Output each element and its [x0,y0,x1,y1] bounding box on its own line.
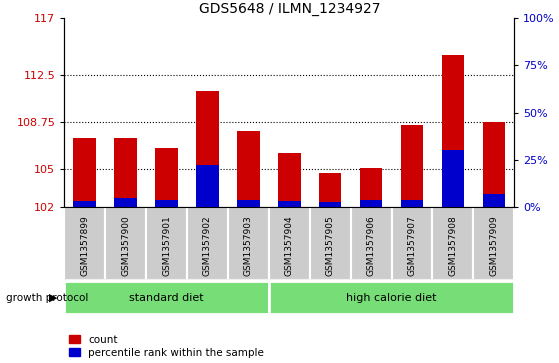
Text: standard diet: standard diet [129,293,204,303]
Bar [360,200,382,207]
Bar [278,201,301,207]
Legend: count, percentile rank within the sample: count, percentile rank within the sample [69,335,264,358]
Title: GDS5648 / ILMN_1234927: GDS5648 / ILMN_1234927 [198,2,380,16]
Bar [319,173,342,207]
Text: growth protocol: growth protocol [6,293,88,303]
Bar [64,207,105,280]
Bar [155,200,178,207]
Bar [391,207,433,280]
Bar [73,201,96,207]
Bar [237,200,259,207]
Bar [319,202,342,207]
Bar [401,200,423,207]
Bar [401,125,423,207]
Bar [228,207,269,280]
Text: GSM1357904: GSM1357904 [285,216,294,276]
Bar [187,207,228,280]
Text: high calorie diet: high calorie diet [347,293,437,303]
Text: ▶: ▶ [49,293,58,303]
Bar [64,281,269,314]
Bar [269,281,514,314]
Text: GSM1357903: GSM1357903 [244,216,253,276]
Bar [115,138,137,207]
Text: GSM1357905: GSM1357905 [326,216,335,276]
Bar [196,166,219,207]
Bar [105,207,146,280]
Bar [473,207,514,280]
Bar [310,207,350,280]
Text: GSM1357900: GSM1357900 [121,216,130,276]
Bar [442,150,464,207]
Text: GSM1357906: GSM1357906 [367,216,376,276]
Bar [237,131,259,207]
Bar [482,122,505,207]
Bar [360,168,382,207]
Text: GSM1357901: GSM1357901 [162,216,171,276]
Bar [146,207,187,280]
Text: GSM1357909: GSM1357909 [489,216,498,276]
Text: GSM1357902: GSM1357902 [203,216,212,276]
Bar [115,199,137,207]
Text: GSM1357899: GSM1357899 [80,216,89,276]
Bar [269,207,310,280]
Bar [482,194,505,207]
Bar [442,55,464,207]
Text: GSM1357907: GSM1357907 [408,216,416,276]
Text: GSM1357908: GSM1357908 [448,216,457,276]
Bar [73,138,96,207]
Bar [155,148,178,207]
Bar [433,207,473,280]
Bar [196,91,219,207]
Bar [278,153,301,207]
Bar [350,207,391,280]
